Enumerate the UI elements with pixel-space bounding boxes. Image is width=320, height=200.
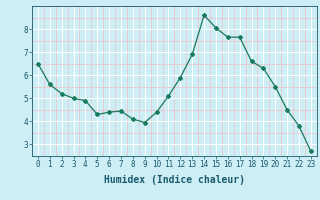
X-axis label: Humidex (Indice chaleur): Humidex (Indice chaleur) [104, 175, 245, 185]
